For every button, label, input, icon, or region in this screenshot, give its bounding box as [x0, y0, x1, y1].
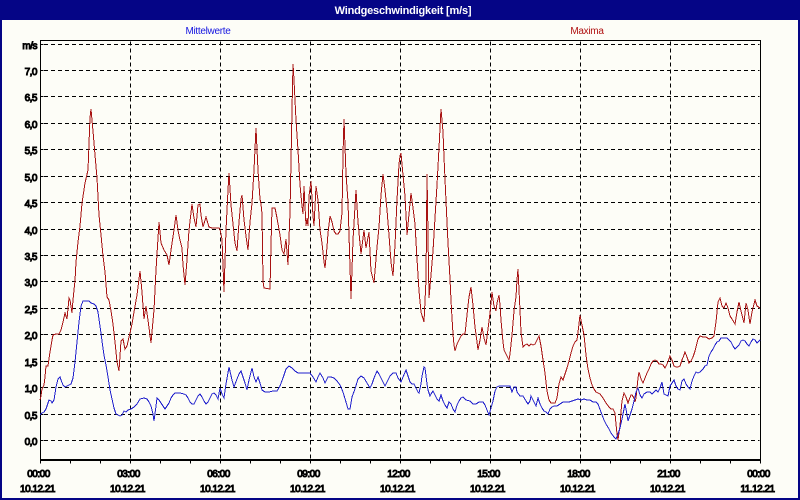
svg-text:1,5: 1,5	[25, 358, 38, 369]
svg-text:Windgeschwindigkeit [m/s]: Windgeschwindigkeit [m/s]	[335, 5, 472, 17]
svg-text:5,5: 5,5	[25, 146, 38, 157]
svg-text:10.12.21: 10.12.21	[290, 484, 326, 495]
svg-text:7,0: 7,0	[25, 67, 38, 78]
svg-text:10.12.21: 10.12.21	[20, 484, 56, 495]
svg-text:12:00: 12:00	[387, 469, 410, 480]
svg-text:6,0: 6,0	[25, 120, 38, 131]
svg-text:Maxima: Maxima	[570, 26, 604, 37]
svg-text:11.12.21: 11.12.21	[740, 484, 775, 495]
svg-text:00:00: 00:00	[27, 469, 50, 480]
svg-text:10.12.21: 10.12.21	[380, 484, 416, 495]
svg-text:21:00: 21:00	[657, 469, 680, 480]
svg-text:Mittelwerte: Mittelwerte	[185, 26, 231, 37]
svg-text:4,0: 4,0	[25, 226, 38, 237]
svg-text:3,0: 3,0	[25, 278, 38, 289]
svg-text:0,5: 0,5	[25, 411, 38, 422]
svg-text:03:00: 03:00	[117, 469, 140, 480]
svg-text:00:00: 00:00	[747, 469, 770, 480]
svg-text:2,0: 2,0	[25, 331, 38, 342]
svg-text:06:00: 06:00	[207, 469, 230, 480]
svg-text:5,0: 5,0	[25, 173, 38, 184]
svg-text:10.12.21: 10.12.21	[650, 484, 686, 495]
svg-text:m/s: m/s	[22, 41, 37, 52]
svg-text:4,5: 4,5	[25, 199, 38, 210]
svg-text:2,5: 2,5	[25, 305, 38, 316]
svg-text:10.12.21: 10.12.21	[470, 484, 506, 495]
svg-text:10.12.21: 10.12.21	[560, 484, 596, 495]
svg-text:1,0: 1,0	[25, 384, 38, 395]
svg-text:18:00: 18:00	[567, 469, 590, 480]
svg-text:10.12.21: 10.12.21	[200, 484, 236, 495]
svg-text:10.12.21: 10.12.21	[110, 484, 146, 495]
svg-text:15:00: 15:00	[477, 469, 500, 480]
svg-text:6,5: 6,5	[25, 93, 38, 104]
svg-text:0,0: 0,0	[25, 437, 38, 448]
svg-text:3,5: 3,5	[25, 252, 38, 263]
svg-text:09:00: 09:00	[297, 469, 320, 480]
